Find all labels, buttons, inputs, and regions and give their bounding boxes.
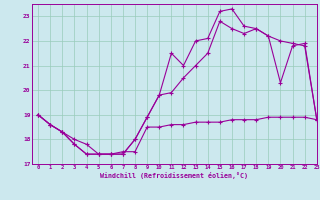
X-axis label: Windchill (Refroidissement éolien,°C): Windchill (Refroidissement éolien,°C): [100, 172, 248, 179]
